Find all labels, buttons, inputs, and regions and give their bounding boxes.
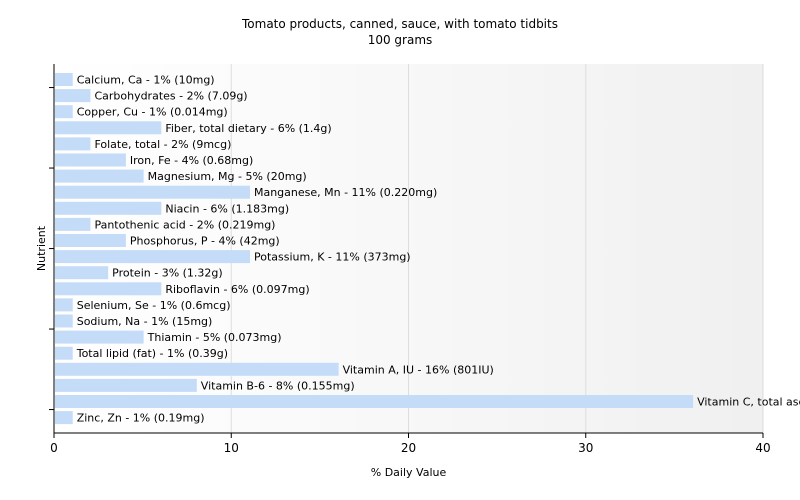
bar-label: Phosphorus, P - 4% (42mg) [130,235,280,248]
bar [55,282,162,296]
bar-label: Folate, total - 2% (9mcg) [94,138,231,151]
x-tick-label: 30 [578,441,593,455]
x-tick-label: 0 [50,441,58,455]
bar-label: Sodium, Na - 1% (15mg) [77,315,213,328]
bar [55,234,126,247]
bar-label: Magnesium, Mg - 5% (20mg) [148,170,307,183]
bar [55,137,91,151]
bar-label: Thiamin - 5% (0.073mg) [147,331,282,344]
bar [55,153,126,167]
bar-label: Calcium, Ca - 1% (10mg) [77,74,215,87]
bar-label: Niacin - 6% (1.183mg) [165,202,289,215]
bar [55,201,162,215]
bar [55,185,250,199]
bar-label: Pantothenic acid - 2% (0.219mg) [94,218,275,231]
bar [55,298,73,312]
bar-label: Copper, Cu - 1% (0.014mg) [77,106,228,119]
bar [55,378,197,392]
bar-label: Protein - 3% (1.32g) [112,267,223,280]
bar [55,314,73,328]
bar-label: Iron, Fe - 4% (0.68mg) [130,154,253,167]
x-tick-label: 40 [755,441,770,455]
y-axis-title: Nutrient [35,225,48,271]
bar [55,169,144,183]
bar [55,217,91,231]
bar [55,266,109,280]
chart-subtitle: 100 grams [367,33,433,47]
bar [55,362,339,376]
x-axis-title: % Daily Value [371,466,447,479]
bar [55,250,250,264]
bar-label: Manganese, Mn - 11% (0.220mg) [254,186,437,199]
x-tick-label: 20 [401,441,416,455]
bar-label: Fiber, total dietary - 6% (1.4g) [165,122,331,135]
bar [55,89,91,103]
x-tick-label: 10 [224,441,239,455]
bar [55,346,73,360]
bar-label: Selenium, Se - 1% (0.6mcg) [77,299,231,312]
bar-label: Vitamin C, total ascorbic acid - 36% (21… [697,396,800,409]
bar [55,395,694,408]
bar [55,73,73,86]
bar [55,121,162,135]
bar-label: Vitamin A, IU - 16% (801IU) [343,363,494,376]
chart-title: Tomato products, canned, sauce, with tom… [242,17,558,31]
bar-label: Potassium, K - 11% (373mg) [254,251,411,264]
bar [55,411,73,425]
bar-label: Vitamin B-6 - 8% (0.155mg) [201,379,355,392]
bar-label: Riboflavin - 6% (0.097mg) [165,283,309,296]
bar [55,330,144,344]
bar-label: Total lipid (fat) - 1% (0.39g) [76,347,228,360]
bar-label: Carbohydrates - 2% (7.09g) [94,90,247,103]
bar [55,105,73,119]
bar-label: Zinc, Zn - 1% (0.19mg) [77,412,205,425]
